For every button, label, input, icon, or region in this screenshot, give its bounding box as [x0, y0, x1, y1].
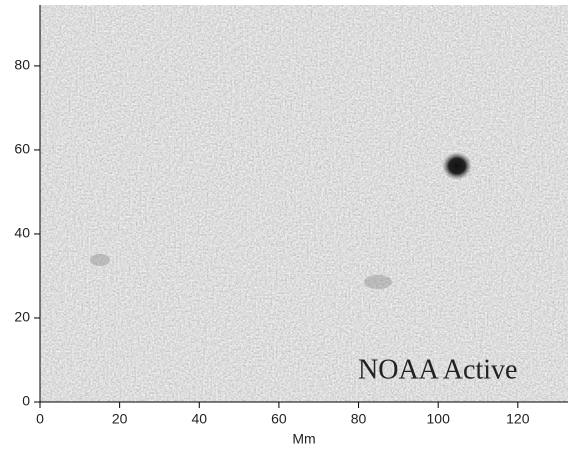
sunspot: [442, 152, 472, 180]
x-tick-label: 80: [351, 411, 367, 427]
x-tick-label: 120: [506, 411, 530, 427]
x-tick-label: 20: [112, 411, 128, 427]
y-tick-label: 40: [14, 225, 30, 241]
x-axis-label: Mm: [292, 431, 315, 447]
y-tick-label: 0: [22, 393, 30, 409]
y-tick-label: 20: [14, 309, 30, 325]
y-tick-label: 80: [14, 57, 30, 73]
annotation: NOAA Active: [358, 354, 517, 385]
x-tick-label: 100: [427, 411, 451, 427]
x-tick-label: 60: [271, 411, 287, 427]
y-tick-label: 60: [14, 141, 30, 157]
solar-image: NOAA Active: [40, 5, 568, 402]
x-tick-label: 0: [36, 411, 44, 427]
x-tick-label: 40: [191, 411, 207, 427]
